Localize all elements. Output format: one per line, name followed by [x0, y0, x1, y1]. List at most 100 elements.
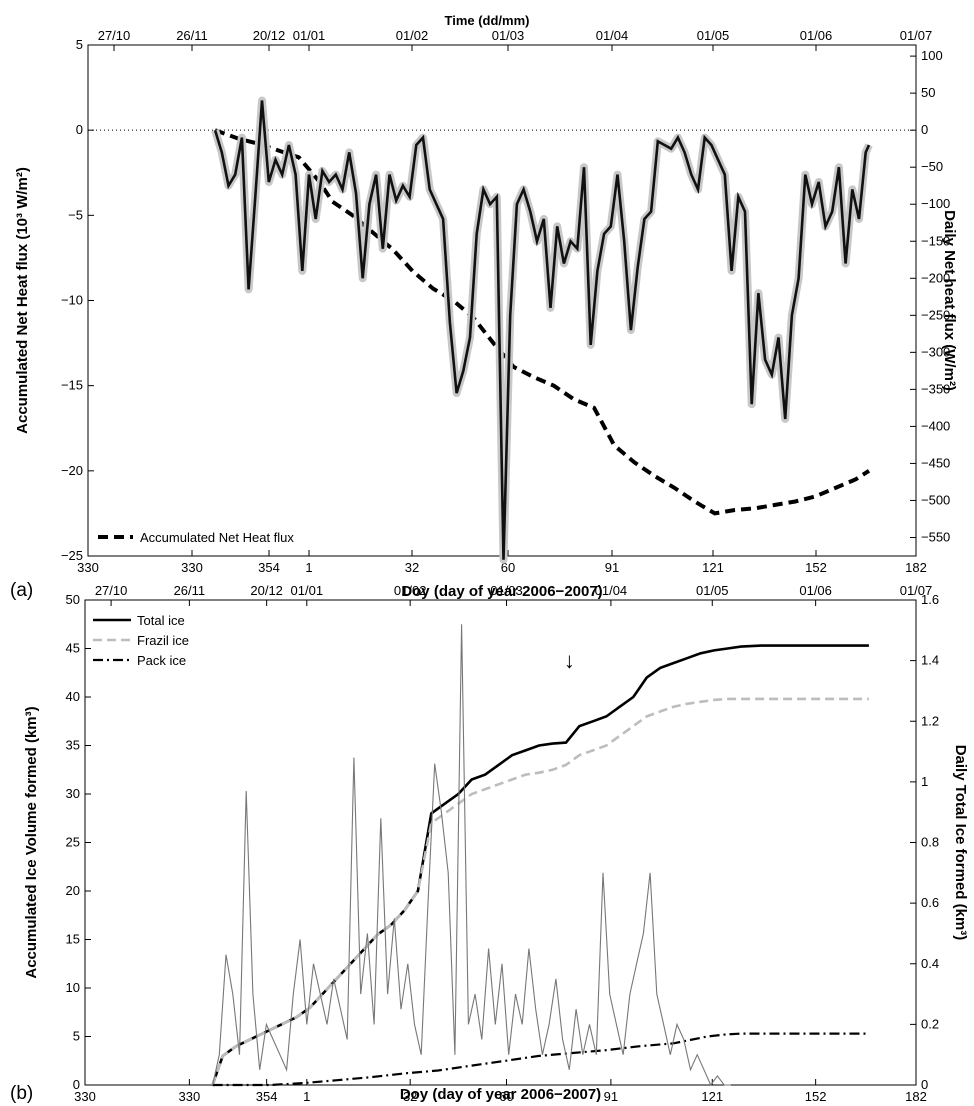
x-tick-label: 60 [501, 560, 515, 575]
panel-letter: (a) [10, 580, 33, 601]
y-tick-label: −10 [61, 293, 83, 308]
y-tick-label: 15 [66, 932, 80, 947]
series-pack-ice [212, 1032, 869, 1087]
series-daily-net-heat-flux [213, 100, 871, 560]
top-tick-label: 01/07 [900, 28, 933, 43]
legend-entry: Accumulated Net Heat flux [140, 530, 294, 545]
y-tick-label: 5 [73, 1029, 80, 1044]
series-daily-total-ice [212, 624, 731, 1087]
y-tick-label: 30 [66, 786, 80, 801]
top-tick-label: 20/12 [250, 583, 283, 598]
x-tick-label: 182 [905, 1089, 927, 1104]
top-tick-label: 01/01 [293, 28, 326, 43]
x-tick-label: 330 [179, 1089, 201, 1104]
y2-tick-label: 1 [921, 774, 928, 789]
y-axis-label: Accumulated Net Heat flux (10³ W/m²) [14, 167, 31, 434]
x-tick-label: 182 [905, 560, 927, 575]
y-tick-label: 0 [76, 122, 83, 137]
y2-axis-label: Daily Total Ice formed (km³) [952, 745, 969, 941]
x-tick-label: 91 [604, 1089, 618, 1104]
y2-tick-label: 50 [921, 85, 935, 100]
x-tick-label: 330 [74, 1089, 96, 1104]
y-tick-label: 0 [73, 1077, 80, 1092]
y2-tick-label: −400 [921, 418, 950, 433]
x-tick-label: 1 [303, 1089, 310, 1104]
y2-axis-label: Daily Net heat flux (W/m²) [941, 210, 958, 391]
top-tick-label: 01/01 [291, 583, 324, 598]
x-axis-label: Doy (day of year 2006−2007) [401, 583, 602, 600]
x-axis-label: Doy (day of year 2006−2007) [400, 1086, 601, 1103]
top-tick-label: 01/03 [492, 28, 525, 43]
top-tick-label: 01/04 [596, 28, 629, 43]
y2-tick-label: 0.6 [921, 895, 939, 910]
top-tick-label: 01/02 [396, 28, 429, 43]
series-accumulated-net-heat-flux [214, 128, 871, 516]
x-tick-label: 121 [701, 1089, 723, 1104]
series-frazil-ice [211, 697, 869, 1086]
x-tick-label: 60 [499, 1089, 513, 1104]
legend: Total ice Frazil ice Pack ice [93, 613, 189, 668]
y2-tick-label: 0.4 [921, 956, 939, 971]
top-tick-label: 20/12 [253, 28, 286, 43]
y-tick-label: −5 [68, 207, 83, 222]
y-tick-label: 50 [66, 592, 80, 607]
top-tick-label: 01/02 [394, 583, 427, 598]
top-tick-label: 27/10 [98, 28, 131, 43]
top-tick-label: 27/10 [95, 583, 128, 598]
y-tick-label: 5 [76, 37, 83, 52]
y-tick-label: 10 [66, 980, 80, 995]
legend-entry: Pack ice [137, 653, 186, 668]
x-tick-label: 152 [805, 1089, 827, 1104]
y2-tick-label: 0.8 [921, 835, 939, 850]
y-tick-label: −20 [61, 463, 83, 478]
x-tick-label: 32 [403, 1089, 417, 1104]
y-tick-label: −15 [61, 378, 83, 393]
legend-entry: Frazil ice [137, 633, 189, 648]
y2-tick-label: 100 [921, 48, 943, 63]
y-tick-label: −25 [61, 548, 83, 563]
y2-tick-label: −100 [921, 196, 950, 211]
y2-tick-label: 0 [921, 1077, 928, 1092]
y2-tick-label: −500 [921, 492, 950, 507]
annotation-arrow: ↓ [564, 648, 575, 673]
y-tick-label: 45 [66, 641, 80, 656]
top-tick-label: 01/05 [697, 28, 730, 43]
panel-b: 504540353025201510501.61.41.210.80.60.40… [10, 583, 969, 1104]
y2-tick-label: 1.6 [921, 592, 939, 607]
series-total-ice [211, 644, 869, 1086]
legend-entry: Total ice [137, 613, 185, 628]
x-tick-label: 354 [258, 560, 280, 575]
x-tick-label: 32 [405, 560, 419, 575]
top-tick-label: 01/07 [900, 583, 933, 598]
x-tick-label: 1 [305, 560, 312, 575]
y-tick-label: 25 [66, 835, 80, 850]
y-tick-label: 35 [66, 738, 80, 753]
y2-tick-label: −150 [921, 233, 950, 248]
x-tick-label: 91 [605, 560, 619, 575]
y2-tick-label: −350 [921, 381, 950, 396]
y-axis-label: Accumulated Ice Volume formed (km³) [23, 706, 40, 978]
y2-tick-label: 0 [921, 122, 928, 137]
panel-letter: (b) [10, 1083, 33, 1104]
series-daily-net-heat-flux-envelope [211, 96, 873, 564]
panel-a: 50−5−10−15−20−25100500−50−100−150−200−25… [10, 13, 958, 601]
x-tick-label: 330 [181, 560, 203, 575]
y2-tick-label: 1.2 [921, 713, 939, 728]
x-tick-label: 354 [256, 1089, 278, 1104]
y-tick-label: 40 [66, 689, 80, 704]
y2-tick-label: −550 [921, 529, 950, 544]
legend: Accumulated Net Heat flux [98, 530, 294, 545]
top-axis-label: Time (dd/mm) [445, 13, 530, 28]
x-tick-label: 121 [702, 560, 724, 575]
y2-tick-label: −250 [921, 307, 950, 322]
top-tick-label: 01/05 [696, 583, 729, 598]
x-tick-label: 152 [805, 560, 827, 575]
top-tick-label: 01/04 [595, 583, 628, 598]
y2-tick-label: −200 [921, 270, 950, 285]
top-tick-label: 01/03 [490, 583, 523, 598]
y-tick-label: 20 [66, 883, 80, 898]
x-tick-label: 330 [77, 560, 99, 575]
y2-tick-label: 1.4 [921, 653, 939, 668]
top-tick-label: 26/11 [174, 583, 206, 598]
